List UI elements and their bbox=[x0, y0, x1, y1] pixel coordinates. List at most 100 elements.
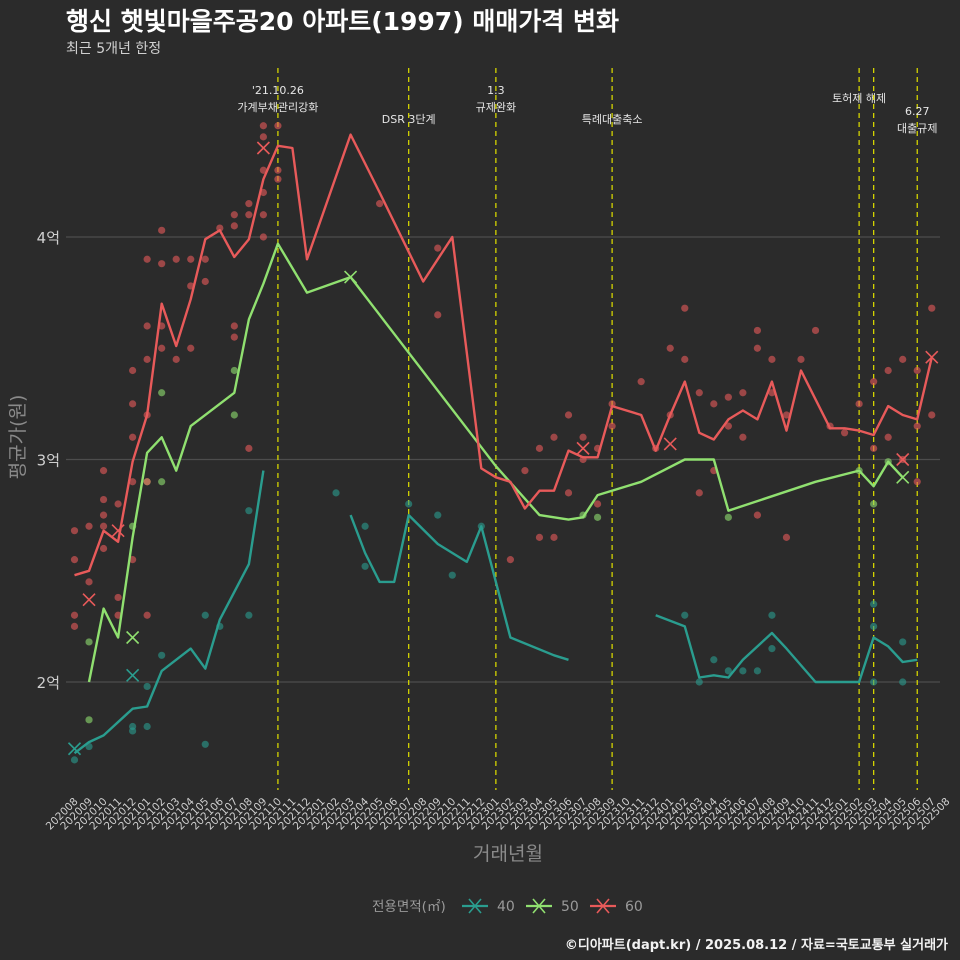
data-point bbox=[230, 333, 238, 341]
data-point bbox=[114, 593, 122, 602]
page-subtitle: 최근 5개년 한정 bbox=[66, 41, 162, 57]
data-point bbox=[143, 478, 151, 486]
legend-label-50: 50 bbox=[561, 899, 579, 915]
data-point bbox=[884, 366, 892, 375]
data-point bbox=[201, 611, 209, 619]
data-point bbox=[216, 224, 224, 232]
data-point bbox=[230, 222, 238, 230]
x-marker bbox=[126, 630, 140, 645]
x-marker bbox=[925, 350, 939, 364]
data-point bbox=[739, 667, 747, 675]
x-axis: 2020082020092020102020112020122021012021… bbox=[44, 795, 953, 832]
data-point bbox=[753, 344, 762, 352]
policy-annotation: 토허제 해제 bbox=[832, 91, 886, 105]
data-point bbox=[724, 393, 732, 401]
data-point bbox=[753, 326, 762, 335]
data-point bbox=[230, 411, 238, 419]
data-point bbox=[535, 444, 544, 452]
data-point bbox=[564, 489, 573, 497]
data-point bbox=[797, 355, 805, 363]
data-point bbox=[913, 366, 921, 375]
policy-annotation: '21.10.26 bbox=[252, 84, 304, 97]
data-point bbox=[681, 304, 689, 312]
data-point bbox=[928, 304, 936, 312]
data-point bbox=[99, 511, 108, 519]
x-marker bbox=[896, 452, 910, 467]
data-point bbox=[884, 433, 892, 441]
data-point bbox=[129, 400, 137, 408]
data-point bbox=[724, 422, 732, 430]
data-point bbox=[143, 255, 151, 263]
data-point bbox=[870, 600, 878, 608]
data-point bbox=[114, 500, 122, 508]
data-point bbox=[85, 716, 93, 724]
data-point bbox=[899, 638, 907, 646]
data-point bbox=[129, 727, 137, 735]
data-point bbox=[230, 211, 238, 219]
data-point bbox=[782, 411, 791, 419]
data-point bbox=[405, 500, 413, 508]
series-line-40 bbox=[73, 470, 265, 755]
data-point bbox=[434, 511, 442, 519]
x-axis-label: 거래년월 bbox=[473, 843, 543, 865]
data-point bbox=[724, 513, 732, 521]
x-marker bbox=[663, 437, 677, 451]
data-point bbox=[593, 500, 602, 508]
grid-lines bbox=[66, 236, 940, 683]
series-line-40 bbox=[349, 513, 569, 661]
data-point bbox=[259, 233, 267, 241]
data-point bbox=[695, 489, 703, 497]
data-point bbox=[70, 556, 79, 564]
y-axis-label: 평균가(원) bbox=[7, 395, 29, 480]
data-point bbox=[245, 611, 253, 619]
data-point bbox=[637, 378, 645, 386]
series-line-50 bbox=[87, 242, 904, 683]
data-point bbox=[158, 389, 166, 397]
data-point bbox=[158, 260, 166, 268]
legend-x-icon bbox=[532, 898, 546, 914]
legend: 전용면적(㎡) 40 50 60 bbox=[372, 898, 643, 915]
data-point bbox=[768, 355, 776, 363]
data-point bbox=[143, 611, 151, 619]
x-marker bbox=[896, 470, 910, 484]
legend-label-60: 60 bbox=[625, 899, 643, 915]
data-point bbox=[870, 678, 878, 686]
data-point bbox=[724, 667, 732, 675]
data-point bbox=[870, 622, 878, 630]
data-point bbox=[245, 507, 253, 515]
data-point bbox=[172, 255, 180, 263]
data-point bbox=[506, 556, 514, 564]
data-point bbox=[913, 422, 921, 430]
data-point bbox=[143, 682, 151, 691]
legend-title: 전용면적(㎡) bbox=[372, 899, 446, 915]
legend-label-40: 40 bbox=[497, 899, 515, 915]
data-point bbox=[332, 489, 340, 497]
data-point bbox=[70, 527, 79, 535]
x-marker bbox=[256, 141, 270, 155]
data-point bbox=[753, 667, 762, 675]
data-point bbox=[230, 322, 238, 330]
legend-x-icon bbox=[468, 898, 482, 914]
data-point bbox=[782, 533, 791, 541]
data-point bbox=[870, 378, 878, 386]
data-point bbox=[521, 467, 529, 475]
data-point bbox=[434, 311, 442, 319]
policy-annotation: 1.3 bbox=[487, 84, 505, 97]
data-point bbox=[855, 400, 863, 408]
data-point bbox=[201, 740, 209, 748]
data-point bbox=[85, 638, 93, 646]
data-point bbox=[187, 255, 195, 263]
data-point bbox=[187, 344, 195, 352]
data-point bbox=[550, 533, 558, 541]
data-point bbox=[99, 495, 108, 504]
data-point bbox=[259, 211, 267, 219]
data-point bbox=[245, 200, 253, 208]
x-marker bbox=[576, 441, 590, 455]
data-point bbox=[245, 211, 253, 219]
data-point bbox=[143, 722, 151, 731]
y-tick-label: 2억 bbox=[37, 674, 60, 692]
data-point bbox=[899, 678, 907, 686]
data-point bbox=[158, 226, 166, 234]
data-point bbox=[259, 133, 267, 141]
